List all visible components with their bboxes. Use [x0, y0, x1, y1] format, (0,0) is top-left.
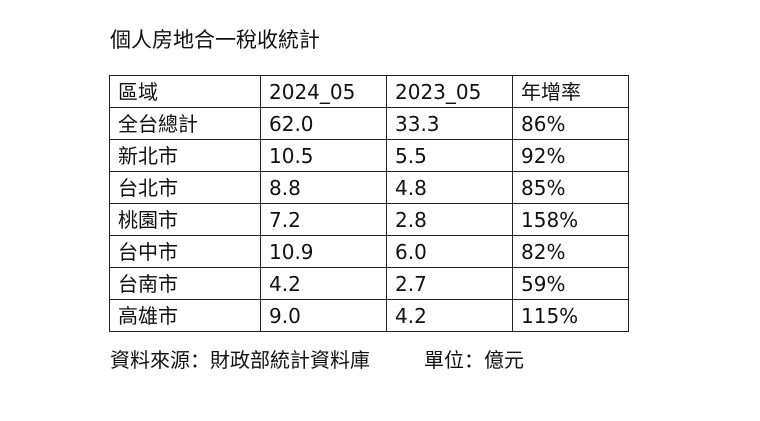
table-row: 台中市 10.9 6.0 82% [109, 235, 629, 268]
cell-growth-rate: 59% [512, 267, 629, 300]
header-region: 區域 [109, 75, 261, 108]
table-row: 桃園市 7.2 2.8 158% [109, 203, 629, 236]
header-2024-05: 2024_05 [260, 75, 387, 108]
cell-2024-05: 10.9 [260, 235, 387, 268]
page-title: 個人房地合一稅收統計 [110, 28, 320, 52]
cell-2023-05: 2.8 [386, 203, 513, 236]
cell-2023-05: 5.5 [386, 139, 513, 172]
cell-growth-rate: 115% [512, 299, 629, 332]
tax-statistics-table: 區域 2024_05 2023_05 年增率 全台總計 62.0 33.3 86… [109, 75, 629, 332]
cell-region: 桃園市 [109, 203, 261, 236]
cell-2024-05: 8.8 [260, 171, 387, 204]
cell-2023-05: 33.3 [386, 107, 513, 140]
data-source-note: 資料來源：財政部統計資料庫 [110, 348, 370, 372]
cell-region: 台南市 [109, 267, 261, 300]
table-footer: 資料來源：財政部統計資料庫 單位：億元 [110, 346, 524, 374]
cell-2024-05: 62.0 [260, 107, 387, 140]
cell-2024-05: 7.2 [260, 203, 387, 236]
cell-2024-05: 10.5 [260, 139, 387, 172]
cell-growth-rate: 92% [512, 139, 629, 172]
cell-2024-05: 4.2 [260, 267, 387, 300]
cell-2023-05: 4.2 [386, 299, 513, 332]
table-row: 台北市 8.8 4.8 85% [109, 171, 629, 204]
cell-growth-rate: 86% [512, 107, 629, 140]
table-row: 全台總計 62.0 33.3 86% [109, 107, 629, 140]
cell-region: 高雄市 [109, 299, 261, 332]
cell-region: 台北市 [109, 171, 261, 204]
cell-growth-rate: 158% [512, 203, 629, 236]
cell-2023-05: 6.0 [386, 235, 513, 268]
cell-region: 新北市 [109, 139, 261, 172]
unit-note: 單位：億元 [424, 348, 524, 372]
table-row: 高雄市 9.0 4.2 115% [109, 299, 629, 332]
table-row: 新北市 10.5 5.5 92% [109, 139, 629, 172]
table-row: 台南市 4.2 2.7 59% [109, 267, 629, 300]
header-growth-rate: 年增率 [512, 75, 629, 108]
cell-growth-rate: 85% [512, 171, 629, 204]
cell-growth-rate: 82% [512, 235, 629, 268]
cell-region: 全台總計 [109, 107, 261, 140]
cell-2024-05: 9.0 [260, 299, 387, 332]
cell-region: 台中市 [109, 235, 261, 268]
header-2023-05: 2023_05 [386, 75, 513, 108]
cell-2023-05: 4.8 [386, 171, 513, 204]
cell-2023-05: 2.7 [386, 267, 513, 300]
table-header-row: 區域 2024_05 2023_05 年增率 [109, 75, 629, 108]
